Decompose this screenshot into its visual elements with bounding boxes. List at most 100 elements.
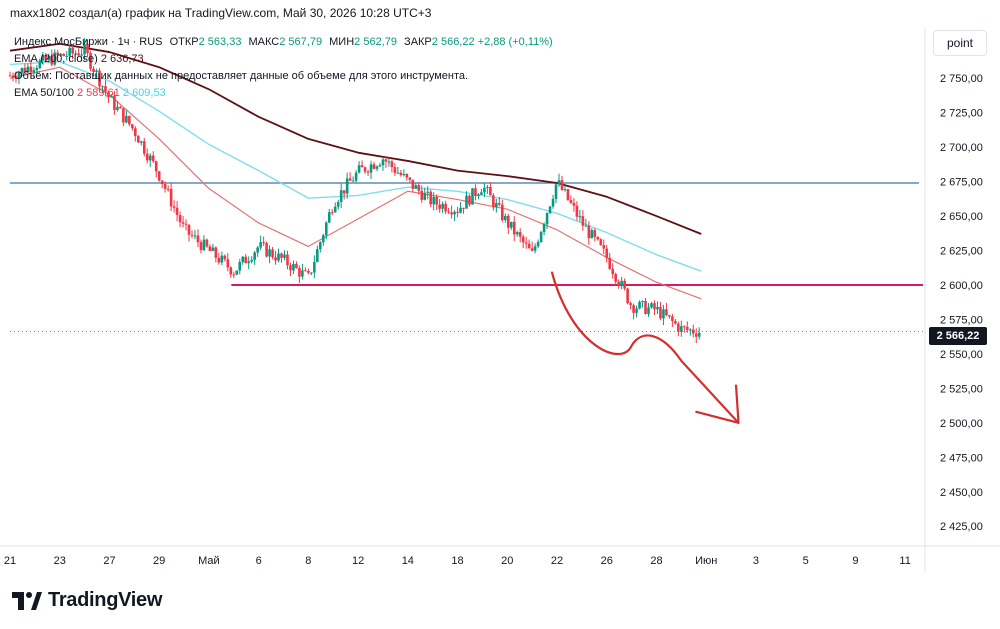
legend-ema50-value: 2 589,61 xyxy=(77,87,120,99)
candle-body xyxy=(229,267,233,275)
legend-ema50100-row[interactable]: EMA 50/100 2 589,61 2 609,53 xyxy=(14,85,553,102)
candle-body xyxy=(253,252,256,260)
candle-body xyxy=(172,206,176,208)
candle-body xyxy=(86,44,89,54)
candle-body xyxy=(688,329,692,331)
candle-body xyxy=(151,155,155,162)
candle-body xyxy=(41,55,45,61)
x-tick-label: 12 xyxy=(352,555,364,567)
legend-ema200-row[interactable]: EMA (200, close) 2 636,73 xyxy=(14,51,553,68)
y-tick-label: 2 425,00 xyxy=(940,521,983,533)
y-tick-label: 2 625,00 xyxy=(940,246,983,258)
candle-body xyxy=(360,165,364,168)
candle-body xyxy=(659,306,662,319)
x-tick-label: 29 xyxy=(153,555,165,567)
candle-body xyxy=(402,174,406,176)
candle-body xyxy=(298,267,301,277)
candle-body xyxy=(671,316,674,322)
candle-body xyxy=(405,174,409,178)
candle-body xyxy=(238,261,242,271)
y-tick-label: 2 675,00 xyxy=(940,177,983,189)
candle-body xyxy=(635,308,638,313)
candle-body xyxy=(345,178,349,194)
candle-body xyxy=(638,301,641,309)
candle-body xyxy=(292,264,295,271)
candle-body xyxy=(468,195,471,205)
legend-open-label: ОТКР xyxy=(169,36,199,48)
candle-body xyxy=(89,53,92,69)
candle-body xyxy=(166,188,170,190)
y-tick-label: 2 525,00 xyxy=(940,383,983,395)
candle-body xyxy=(247,261,250,264)
candle-body xyxy=(420,190,424,200)
candle-body xyxy=(125,115,128,123)
candle-body xyxy=(256,247,259,253)
candle-body xyxy=(587,225,591,239)
candle-body xyxy=(524,242,528,244)
candle-body xyxy=(68,47,71,56)
candle-body xyxy=(390,161,394,168)
tradingview-logo-text: TradingView xyxy=(48,589,163,611)
x-tick-label: 26 xyxy=(601,555,613,567)
candle-body xyxy=(50,56,54,65)
candle-body xyxy=(685,326,689,330)
candle-body xyxy=(262,242,265,244)
point-button[interactable]: point xyxy=(933,30,987,56)
x-tick-label: Май xyxy=(198,555,220,567)
legend-ohlc-row: Индекс МосБиржи · 1ч · RUS ОТКР2 563,33 … xyxy=(14,34,553,51)
ema50-line xyxy=(9,66,702,300)
candle-body xyxy=(128,115,131,125)
candle-body xyxy=(551,198,555,207)
candle-body xyxy=(632,305,635,313)
candle-body xyxy=(208,246,212,251)
candle-body xyxy=(145,153,149,161)
candle-body xyxy=(235,270,239,275)
x-tick-label: 6 xyxy=(256,555,262,567)
candle-body xyxy=(80,54,83,56)
candle-body xyxy=(563,189,567,191)
candle-body xyxy=(348,178,352,181)
candle-body xyxy=(190,234,194,236)
candle-body xyxy=(11,75,15,78)
candle-body xyxy=(104,86,107,92)
tradingview-logo[interactable]: TradingView xyxy=(12,589,162,612)
candle-body xyxy=(444,203,447,212)
candle-body xyxy=(694,333,698,337)
candle-body xyxy=(116,106,119,111)
legend-low-label: МИН xyxy=(329,36,355,48)
y-tick-label: 2 600,00 xyxy=(940,280,983,292)
candle-body xyxy=(629,303,632,306)
candle-body xyxy=(396,172,400,174)
candle-body xyxy=(650,303,653,308)
candle-body xyxy=(65,55,68,57)
candle-body xyxy=(456,211,459,213)
legend-volume-row[interactable]: Объём: Поставщик данных не предоставляет… xyxy=(14,68,553,85)
candle-body xyxy=(71,47,74,54)
candle-body xyxy=(339,190,343,202)
ema100-line xyxy=(9,61,702,272)
candle-body xyxy=(677,323,680,332)
candle-body xyxy=(641,300,644,302)
legend-close-value: 2 566,22 xyxy=(431,36,475,48)
candle-body xyxy=(142,141,146,154)
candle-body xyxy=(530,248,534,251)
candle-body xyxy=(512,221,516,235)
candle-body xyxy=(560,180,564,190)
x-tick-label: 5 xyxy=(803,555,809,567)
chart-area[interactable]: 2 775,002 750,002 725,002 700,002 675,00… xyxy=(0,28,1000,573)
candle-body xyxy=(110,95,113,98)
candle-body xyxy=(393,167,397,173)
y-tick-label: 2 500,00 xyxy=(940,418,983,430)
legend-symbol[interactable]: Индекс МосБиржи · 1ч · RUS xyxy=(14,36,163,48)
candle-body xyxy=(605,248,609,258)
candle-body xyxy=(301,270,304,277)
candle-body xyxy=(656,306,659,310)
price-chart[interactable]: 2 775,002 750,002 725,002 700,002 675,00… xyxy=(0,28,1000,573)
candle-body xyxy=(74,53,77,55)
legend-change-value: +2,88 (+0,11%) xyxy=(477,36,553,48)
candle-body xyxy=(23,68,27,73)
candle-body xyxy=(181,222,185,224)
x-tick-label: 14 xyxy=(402,555,414,567)
candle-body xyxy=(357,165,361,173)
candle-body xyxy=(647,307,650,314)
